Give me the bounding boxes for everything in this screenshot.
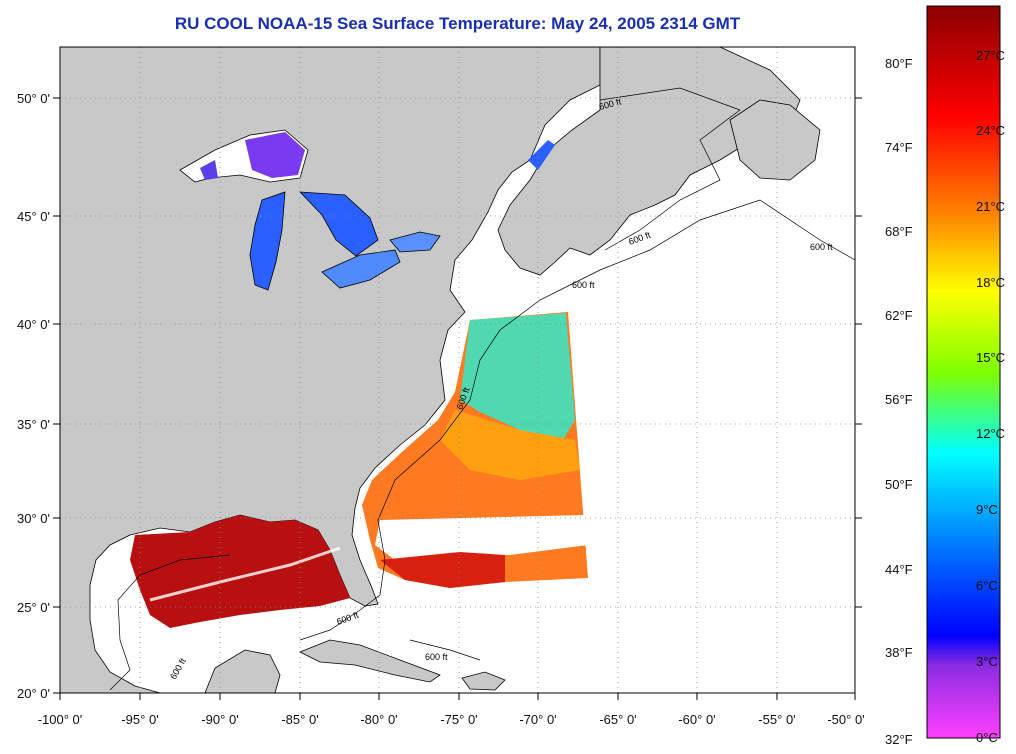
- lake-ontario: [389, 231, 441, 253]
- fahrenheit-label: 56°F: [885, 392, 913, 407]
- lon-label: -70° 0': [519, 712, 556, 727]
- temperature-colorbar: 80°F 74°F 68°F 62°F 56°F 50°F 44°F 38°F …: [885, 5, 1005, 747]
- lon-label: -90° 0': [201, 712, 238, 727]
- celsius-label: 6°C: [976, 578, 998, 593]
- lon-label: -80° 0': [360, 712, 397, 727]
- celsius-label: 3°C: [976, 654, 998, 669]
- celsius-label: 27°C: [976, 48, 1005, 63]
- atlantic-sst-cool-band: [460, 313, 575, 445]
- fahrenheit-label: 44°F: [885, 562, 913, 577]
- lat-label: 35° 0': [17, 417, 50, 432]
- lon-label: -100° 0': [38, 712, 83, 727]
- yucatan-land: [204, 649, 281, 693]
- lon-label: -85° 0': [281, 712, 318, 727]
- atlantic-sst-mild-band: [440, 410, 580, 480]
- latitude-labels: 50° 0' 45° 0' 40° 0' 35° 0' 30° 0' 25° 0…: [17, 91, 50, 701]
- lake-superior-cold-sst: [245, 132, 305, 178]
- fahrenheit-label: 62°F: [885, 308, 913, 323]
- north-america-land: [60, 47, 601, 693]
- lon-label: -65° 0': [599, 712, 636, 727]
- fahrenheit-label: 32°F: [885, 732, 913, 747]
- lon-label: -75° 0': [440, 712, 477, 727]
- hispaniola-land: [461, 671, 506, 691]
- lake-michigan: [249, 191, 286, 291]
- colorbar-gradient: [926, 5, 1001, 739]
- lat-label: 30° 0': [17, 511, 50, 526]
- celsius-label: 24°C: [976, 123, 1005, 138]
- celsius-label: 21°C: [976, 199, 1005, 214]
- sst-map: 600 ft 600 ft 600 ft 600 ft 600 ft 600 f…: [17, 46, 865, 727]
- atlantic-sst-south-hot: [380, 552, 505, 588]
- colorbar-fahrenheit-labels: 80°F 74°F 68°F 62°F 56°F 50°F 44°F 38°F …: [885, 56, 913, 747]
- gulf-sst-region: [130, 515, 350, 628]
- fahrenheit-label: 68°F: [885, 224, 913, 239]
- svg-text:600 ft: 600 ft: [425, 652, 448, 662]
- cuba-land: [299, 639, 441, 683]
- lon-label: -50° 0': [827, 712, 864, 727]
- lat-label: 40° 0': [17, 317, 50, 332]
- map-title: RU COOL NOAA-15 Sea Surface Temperature:…: [174, 14, 741, 33]
- fahrenheit-label: 80°F: [885, 56, 913, 71]
- fahrenheit-label: 74°F: [885, 140, 913, 155]
- svg-text:600 ft: 600 ft: [572, 280, 595, 290]
- fahrenheit-label: 38°F: [885, 645, 913, 660]
- colorbar-celsius-labels: 27°C 24°C 21°C 18°C 15°C 12°C 9°C 6°C 3°…: [976, 48, 1005, 745]
- frame-ticks: [53, 97, 862, 700]
- celsius-label: 9°C: [976, 502, 998, 517]
- atlantic-sst-cloud-gap: [375, 515, 588, 560]
- lon-label: -60° 0': [678, 712, 715, 727]
- lat-label: 45° 0': [17, 209, 50, 224]
- map-frame: [59, 46, 856, 694]
- st-lawrence-sst: [528, 140, 555, 170]
- lat-label: 25° 0': [17, 600, 50, 615]
- celsius-label: 18°C: [976, 275, 1005, 290]
- celsius-label: 15°C: [976, 350, 1005, 365]
- lon-label: -95° 0': [121, 712, 158, 727]
- celsius-label: 0°C: [976, 730, 998, 745]
- fahrenheit-label: 50°F: [885, 477, 913, 492]
- lat-label: 20° 0': [17, 686, 50, 701]
- isobath-contours: [109, 87, 855, 691]
- lake-huron: [298, 191, 379, 257]
- gulf-sst-cloud-streak: [149, 546, 341, 602]
- lon-label: -55° 0': [758, 712, 795, 727]
- newfoundland-land: [729, 99, 821, 181]
- lat-label: 50° 0': [17, 91, 50, 106]
- lake-erie: [321, 249, 401, 289]
- longitude-labels: -100° 0' -95° 0' -90° 0' -85° 0' -80° 0'…: [38, 712, 865, 727]
- lake-superior-sst-west: [200, 160, 218, 180]
- celsius-label: 12°C: [976, 426, 1005, 441]
- svg-text:600 ft: 600 ft: [810, 242, 833, 252]
